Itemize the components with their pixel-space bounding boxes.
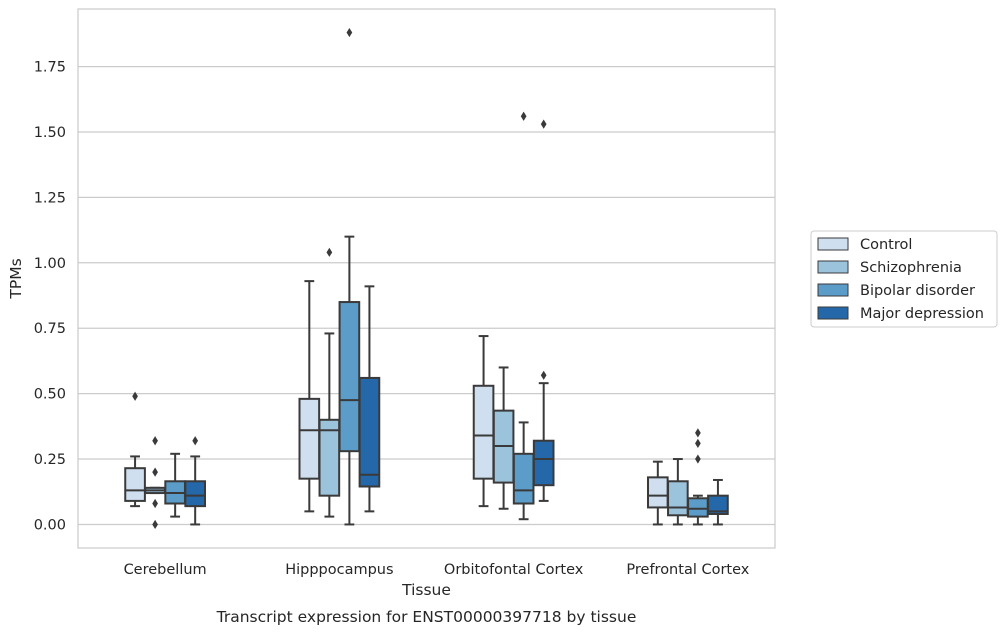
box-3-3: [707, 478, 729, 526]
legend-entry: Schizophrenia: [860, 260, 962, 276]
box-1-2: [338, 27, 361, 526]
outlier-point: [520, 111, 527, 121]
outlier-point: [540, 119, 547, 129]
outlier-point: [326, 247, 333, 257]
y-tick-label: 0.25: [34, 452, 66, 468]
box-3-1: [667, 458, 689, 526]
x-tick-label: Prefrontal Cortex: [626, 562, 749, 578]
legend-swatch: [817, 306, 849, 320]
box-body: [358, 376, 381, 488]
box-body: [472, 384, 495, 480]
box-body: [298, 397, 321, 480]
legend: Control Schizophrenia Bipolar disorder Majo…: [810, 230, 998, 328]
box-body: [512, 452, 535, 505]
outlier-point: [152, 467, 158, 477]
y-tick-label: 0.50: [34, 387, 66, 403]
box-body: [646, 476, 669, 509]
box-2-0: [472, 335, 495, 508]
box-3-2: [687, 428, 709, 526]
box-1-1: [318, 247, 341, 518]
y-axis-label: TPMs: [7, 258, 25, 299]
x-tick-label: Cerebellum: [124, 562, 207, 578]
legend-entry: Control: [860, 237, 912, 253]
outlier-point: [152, 498, 158, 509]
box-body: [532, 439, 555, 487]
box-body: [667, 480, 689, 517]
box-body: [707, 494, 729, 515]
y-tick-label: 1.50: [34, 125, 66, 141]
outlier-point: [695, 438, 701, 448]
boxes-group: [124, 27, 729, 530]
box-0-0: [124, 391, 146, 508]
box-body: [318, 418, 341, 497]
outlier-point: [132, 391, 138, 401]
legend-swatch: [817, 237, 849, 251]
outlier-point: [540, 370, 547, 380]
box-body: [124, 467, 146, 502]
x-tick-labels: Cerebellum Hipppocampus Orbitofontal Corte…: [124, 562, 750, 578]
y-tick-label: 1.25: [34, 190, 66, 206]
box-3-0: [646, 460, 669, 526]
box-1-0: [298, 280, 321, 513]
y-tick-label: 1.00: [34, 256, 66, 272]
plot-area-frame: [77, 8, 776, 549]
box-2-3: [532, 119, 555, 502]
outlier-point: [152, 436, 158, 446]
legend-entry: Bipolar disorder: [860, 283, 975, 299]
box-2-1: [492, 366, 515, 510]
y-tick-label: 0.75: [34, 321, 66, 337]
x-tick-label: Hipppocampus: [285, 562, 393, 578]
box-0-3: [184, 436, 207, 526]
outlier-point: [152, 519, 158, 530]
outlier-point: [192, 436, 199, 446]
y-tick-labels: 0.00 0.25 0.50 0.75 1.00 1.25 1.50 1.75: [34, 60, 66, 534]
outlier-point: [346, 27, 353, 38]
legend-swatch: [817, 260, 849, 274]
box-body: [687, 497, 709, 518]
outlier-point: [695, 454, 701, 464]
outlier-point: [695, 428, 701, 438]
legend-entry: Major depression: [860, 306, 984, 322]
y-tick-label: 0.00: [34, 517, 66, 533]
x-axis-label: Tissue: [401, 581, 451, 599]
y-tick-label: 1.75: [34, 60, 66, 76]
box-body: [184, 480, 207, 508]
x-tick-label: Orbitofontal Cortex: [444, 562, 584, 578]
legend-swatch: [817, 283, 849, 297]
box-body: [338, 301, 361, 453]
chart-title: Transcript expression for ENST0000039771…: [216, 608, 637, 626]
legend-frame: [810, 230, 998, 328]
box-1-3: [358, 285, 381, 513]
